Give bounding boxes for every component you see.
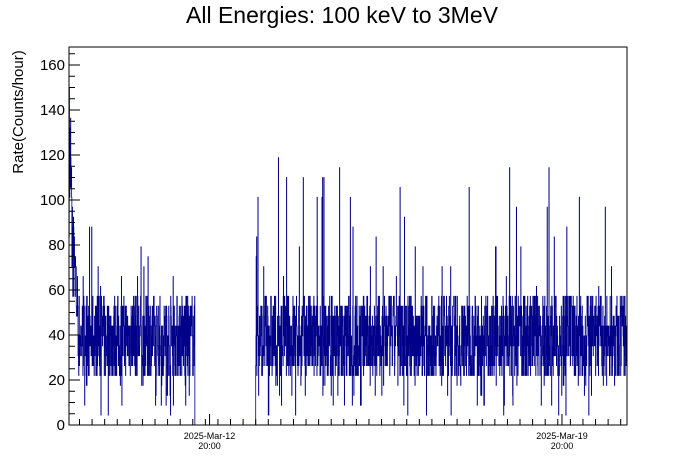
y-axis-label: Rate(Counts/hour) bbox=[10, 50, 27, 173]
y-axis: 0 20 40 60 80 100 120 140 160 bbox=[40, 53, 80, 434]
plot-frame bbox=[68, 46, 628, 426]
y-tick-label: 40 bbox=[48, 327, 65, 344]
y-tick-label: 80 bbox=[48, 237, 65, 254]
y-tick-label: 100 bbox=[40, 192, 65, 209]
y-tick-label: 20 bbox=[48, 372, 65, 389]
y-tick-label: 160 bbox=[40, 57, 65, 74]
y-tick-label: 60 bbox=[48, 282, 65, 299]
chart-title: All Energies: 100 keV to 3MeV bbox=[186, 2, 499, 28]
y-tick-label: 140 bbox=[40, 102, 65, 119]
y-tick-label: 0 bbox=[57, 417, 65, 434]
y-tick-label: 120 bbox=[40, 147, 65, 164]
x-tick-date: 2025-Mar-12 bbox=[184, 431, 236, 441]
x-tick-date: 2025-Mar-19 bbox=[536, 431, 588, 441]
series-line bbox=[68, 88, 627, 426]
x-tick-time: 20:00 bbox=[198, 441, 221, 451]
x-tick-time: 20:00 bbox=[551, 441, 574, 451]
series-layer bbox=[68, 88, 627, 426]
